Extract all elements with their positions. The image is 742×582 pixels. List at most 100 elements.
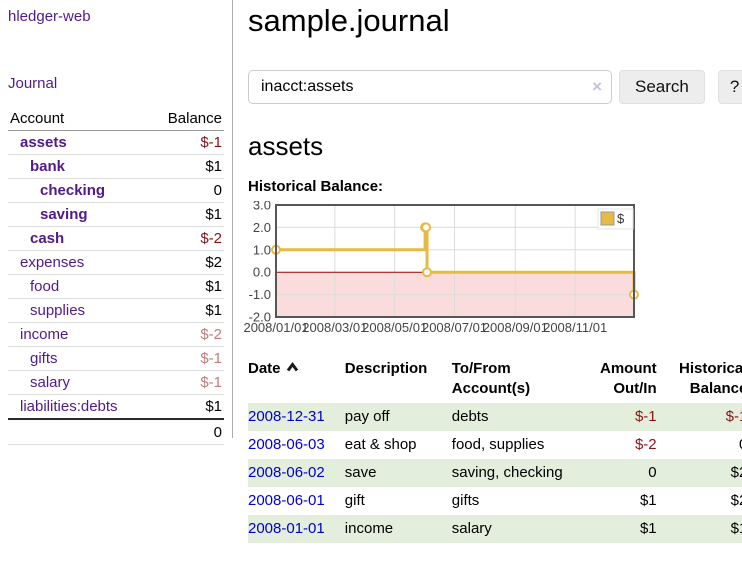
transaction-accounts: gifts: [451, 492, 480, 509]
svg-text:-1.0: -1.0: [249, 287, 271, 302]
account-row-income: income $-2: [8, 323, 224, 347]
account-link[interactable]: assets: [20, 134, 67, 151]
account-balance: $1: [205, 158, 222, 175]
sidebar-item-journal[interactable]: Journal: [8, 75, 58, 92]
transaction-row: 2008-01-01 income salary $1 $1: [248, 515, 742, 543]
transaction-balance: $1: [730, 520, 742, 537]
transaction-date-link[interactable]: 2008-12-31: [248, 408, 325, 425]
account-link[interactable]: checking: [40, 182, 106, 199]
account-row-assets: assets $-1: [8, 131, 224, 155]
account-link[interactable]: expenses: [20, 254, 85, 271]
account-link[interactable]: saving: [40, 206, 88, 223]
transaction-date-link[interactable]: 2008-06-03: [248, 436, 325, 453]
date-column-header[interactable]: Date: [248, 357, 345, 403]
account-balance: $1: [205, 302, 222, 319]
accounts-table: Account Balance assets $-1 bank $1 check…: [8, 107, 224, 445]
transaction-balance: $2: [730, 464, 742, 481]
account-link[interactable]: supplies: [30, 302, 86, 319]
balance-column-header: Historical Balance: [678, 360, 742, 397]
accounts-total-row: 0: [8, 419, 224, 445]
transaction-amount: $-2: [634, 436, 657, 453]
account-link[interactable]: cash: [30, 230, 65, 247]
search-input[interactable]: [248, 70, 612, 104]
account-balance: $-1: [200, 134, 222, 151]
svg-text:2008/09/01: 2008/09/01: [483, 320, 548, 335]
account-row-cash: cash $-2: [8, 227, 224, 251]
accounts-total-value: 0: [213, 424, 222, 441]
transaction-amount: $1: [639, 492, 657, 509]
transaction-amount: $1: [639, 520, 657, 537]
account-link[interactable]: food: [30, 278, 60, 295]
transactions-header-row: Date Description To/From Account(s) Amou…: [248, 357, 742, 403]
app-window: hledger-web Journal Account Balance asse…: [0, 0, 742, 551]
transaction-date-link[interactable]: 2008-06-01: [248, 492, 325, 509]
transactions-table: Date Description To/From Account(s) Amou…: [248, 357, 742, 543]
account-column-header: Account: [10, 110, 65, 127]
account-balance: $-2: [200, 326, 222, 343]
page-title: sample.journal: [248, 3, 450, 38]
account-link[interactable]: gifts: [30, 350, 58, 367]
transaction-amount: 0: [648, 464, 657, 481]
transaction-accounts: food, supplies: [451, 436, 545, 453]
search-help-button[interactable]: ?: [717, 70, 742, 104]
transaction-description: pay off: [344, 408, 390, 425]
account-balance: $2: [205, 254, 222, 271]
account-row-food: food $1: [8, 275, 224, 299]
chart-title: Historical Balance:: [248, 178, 384, 195]
clear-search-icon[interactable]: ×: [592, 77, 602, 96]
transaction-amount: $-1: [634, 408, 657, 425]
amount-column-header: Amount Out/In: [599, 360, 657, 397]
transaction-balance: $-1: [725, 408, 742, 425]
sort-ascending-icon: [286, 362, 298, 372]
transaction-accounts: saving, checking: [451, 464, 563, 481]
transaction-row: 2008-12-31 pay off debts $-1 $-1: [248, 403, 742, 431]
main-content: sample.journal × Search ? assets Histori…: [233, 0, 742, 551]
account-row-bank: bank $1: [8, 155, 224, 179]
transaction-date-link[interactable]: 2008-01-01: [248, 520, 325, 537]
account-row-liabilities-debts: liabilities:debts $1: [8, 395, 224, 419]
svg-text:0.0: 0.0: [253, 265, 271, 280]
brand-link[interactable]: hledger-web: [8, 8, 91, 25]
description-column-header: Description: [344, 360, 428, 377]
account-row-checking: checking 0: [8, 179, 224, 203]
account-balance: $-2: [200, 230, 222, 247]
account-balance: 0: [213, 182, 222, 199]
transaction-description: income: [344, 520, 394, 537]
account-balance: $-1: [200, 350, 222, 367]
account-row-saving: saving $1: [8, 203, 224, 227]
svg-text:2.0: 2.0: [253, 220, 271, 235]
account-balance: $1: [205, 398, 222, 415]
svg-text:2008/01/01: 2008/01/01: [244, 320, 309, 335]
svg-text:$: $: [617, 211, 625, 226]
transaction-description: gift: [344, 492, 365, 509]
search-button[interactable]: Search: [619, 70, 705, 104]
account-link[interactable]: bank: [30, 158, 66, 175]
transaction-row: 2008-06-02 save saving, checking 0 $2: [248, 459, 742, 487]
account-heading: assets: [248, 131, 324, 161]
transaction-accounts: salary: [451, 520, 492, 537]
transaction-row: 2008-06-03 eat & shop food, supplies $-2…: [248, 431, 742, 459]
svg-text:3.0: 3.0: [253, 201, 271, 213]
svg-text:-2.0: -2.0: [249, 310, 271, 325]
account-link[interactable]: income: [20, 326, 69, 343]
svg-text:2008/07/01: 2008/07/01: [422, 320, 487, 335]
account-row-expenses: expenses $2: [8, 251, 224, 275]
historical-balance-chart: $3.0 2.0 1.0 0.0 -1.0 -2.02008/01/012008/03/0…: [244, 201, 639, 335]
svg-text:1.0: 1.0: [253, 242, 271, 257]
transaction-date-link[interactable]: 2008-06-02: [248, 464, 325, 481]
balance-column-header: Balance: [167, 110, 222, 127]
transaction-accounts: debts: [451, 408, 489, 425]
svg-text:2008/11/01: 2008/11/01: [543, 320, 607, 335]
account-link[interactable]: salary: [30, 374, 71, 391]
account-row-gifts: gifts $-1: [8, 347, 224, 371]
accounts-column-header: To/From Account(s): [451, 360, 531, 397]
transaction-balance: $2: [730, 492, 742, 509]
account-row-salary: salary $-1: [8, 371, 224, 395]
sidebar: hledger-web Journal Account Balance asse…: [0, 0, 233, 445]
transaction-description: eat & shop: [344, 436, 417, 453]
svg-text:2008/03/01: 2008/03/01: [302, 320, 367, 335]
account-row-supplies: supplies $1: [8, 299, 224, 323]
transaction-description: save: [344, 464, 377, 481]
account-link[interactable]: liabilities:debts: [20, 398, 118, 415]
account-balance: $1: [205, 206, 222, 223]
